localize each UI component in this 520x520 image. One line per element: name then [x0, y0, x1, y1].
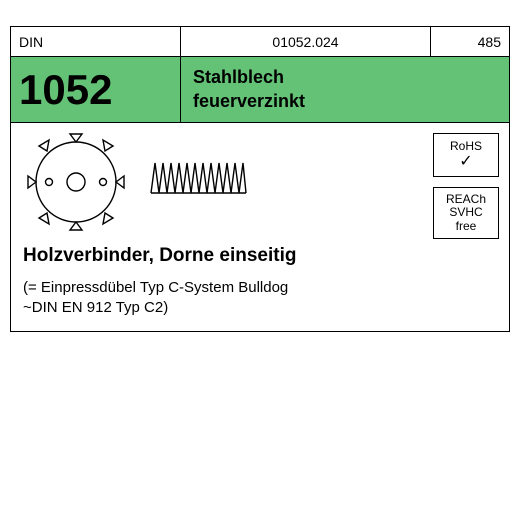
subtitle-line1: (= Einpressdübel Typ C-System Bulldog: [23, 279, 288, 296]
reach-line3: free: [456, 220, 477, 233]
subtitle-line2: ~DIN EN 912 Typ C2): [23, 299, 168, 316]
product-number: 485: [431, 27, 509, 56]
material-line2: feuerverzinkt: [193, 90, 509, 113]
product-card: DIN 01052.024 485 1052 Stahlblech feuerv…: [10, 26, 510, 332]
material-line1: Stahlblech: [193, 66, 509, 89]
reach-badge: REACh SVHC free: [433, 187, 499, 239]
rohs-label: RoHS: [450, 140, 482, 153]
header-row: DIN 01052.024 485: [11, 27, 509, 57]
body-row: Holzverbinder, Dorne einseitig (= Einpre…: [11, 123, 509, 331]
product-title: Holzverbinder, Dorne einseitig: [23, 245, 296, 267]
reach-line2: SVHC: [449, 206, 482, 219]
technical-drawing: [21, 133, 251, 231]
material-cell: Stahlblech feuerverzinkt: [181, 57, 509, 122]
product-code: 01052.024: [181, 27, 431, 56]
material-band: 1052 Stahlblech feuerverzinkt: [11, 57, 509, 123]
rohs-badge: RoHS ✓: [433, 133, 499, 177]
check-icon: ✓: [459, 153, 472, 171]
standard-label: DIN: [11, 27, 181, 56]
standard-number: 1052: [11, 57, 181, 122]
